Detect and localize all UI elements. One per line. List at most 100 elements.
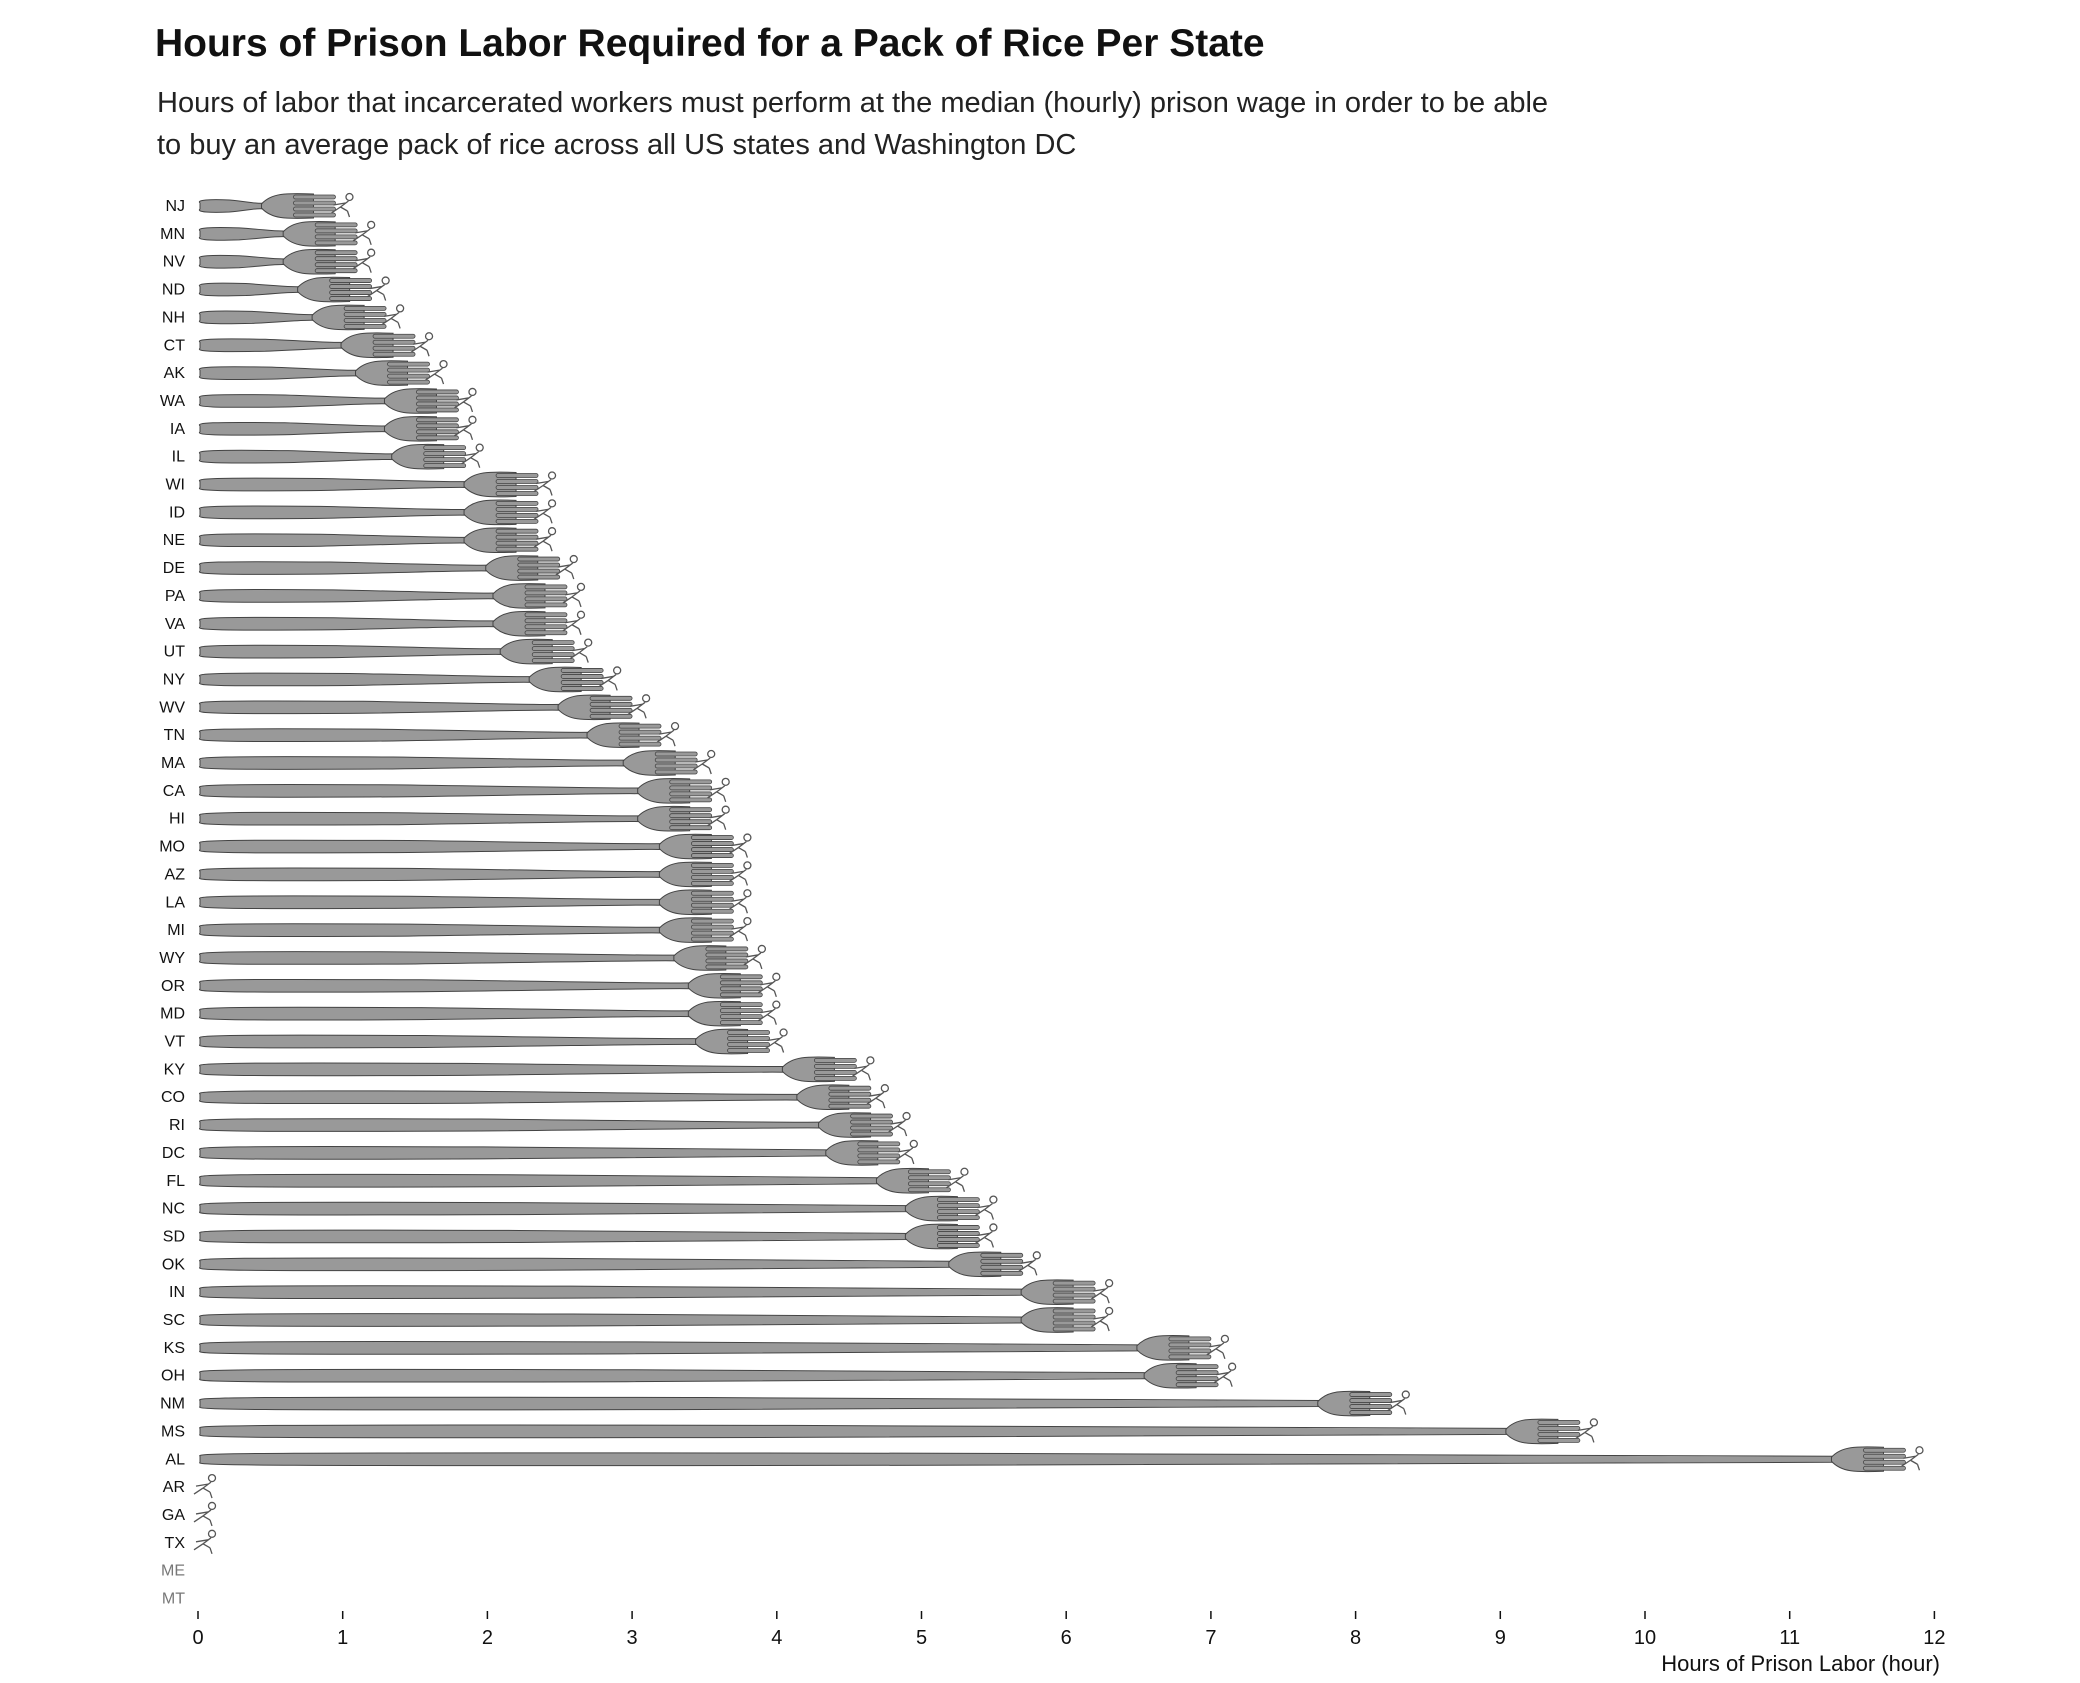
figure-icon <box>757 972 781 998</box>
y-label-il: IL <box>172 449 185 466</box>
y-label-pa: PA <box>165 588 185 605</box>
x-tick-label-4: 4 <box>771 1627 782 1649</box>
figure-icon <box>729 916 752 942</box>
fork-tine <box>1052 1326 1096 1332</box>
fork-tine <box>531 646 575 651</box>
fork-tine <box>936 1243 980 1248</box>
y-label-me: ME <box>161 1563 185 1580</box>
y-label-ok: OK <box>162 1256 185 1273</box>
fork-tine <box>495 485 539 490</box>
fork-tine <box>618 741 662 747</box>
fork-tine <box>690 896 734 902</box>
bar-ny <box>198 666 622 693</box>
fork-handle <box>198 756 628 770</box>
y-label-mn: MN <box>160 226 185 243</box>
fork-tine <box>1168 1348 1212 1354</box>
fork-head <box>355 360 409 387</box>
figure-icon <box>707 777 730 803</box>
figure-icon <box>1387 1390 1410 1415</box>
fork-tine <box>1863 1459 1906 1465</box>
fork-tine <box>857 1159 901 1165</box>
figure-icon <box>729 833 752 858</box>
fork-tine <box>908 1187 951 1193</box>
y-label-az: AZ <box>165 866 186 883</box>
fork-tine <box>813 1075 857 1081</box>
fork-tine <box>314 262 358 268</box>
figure-icon <box>533 499 557 524</box>
fork-tine <box>524 624 568 630</box>
fork-tine <box>531 640 575 645</box>
fork-tine <box>654 763 698 769</box>
figure-icon <box>975 1223 998 1248</box>
fork-tine <box>560 680 604 685</box>
fork-tine <box>314 234 358 240</box>
figure-icon <box>866 1084 890 1109</box>
fork-tine <box>495 534 539 540</box>
fork-tine <box>813 1057 857 1063</box>
fork-head <box>687 1000 741 1027</box>
fork-head <box>492 610 546 637</box>
y-label-va: VA <box>165 616 185 633</box>
bar-nc <box>199 1195 998 1222</box>
fork-tine <box>719 1008 763 1014</box>
fork-tine <box>705 952 749 958</box>
fork-tine <box>314 268 358 274</box>
figure-icon <box>1090 1306 1114 1332</box>
fork-tine <box>690 881 734 886</box>
fork-tine <box>690 869 734 874</box>
y-label-md: MD <box>160 1006 185 1023</box>
y-label-dc: DC <box>162 1145 185 1162</box>
fork-tine <box>524 602 568 608</box>
fork-tine <box>1052 1308 1096 1314</box>
fork-head <box>904 1195 958 1222</box>
fork-tine <box>857 1147 901 1153</box>
bar-in <box>199 1279 1114 1306</box>
fork-head <box>1317 1390 1371 1417</box>
fork-handle <box>199 978 693 993</box>
fork-tine <box>1052 1292 1096 1298</box>
bar-de <box>198 554 578 581</box>
fork-head <box>695 1028 749 1055</box>
y-label-or: OR <box>161 978 185 995</box>
x-axis-label: Hours of Prison Labor (hour) <box>1661 1651 1940 1676</box>
fork-head <box>658 833 712 860</box>
x-tick-label-3: 3 <box>627 1627 638 1649</box>
fork-handle <box>198 394 389 408</box>
y-label-ma: MA <box>161 755 185 772</box>
fork-handle <box>198 644 505 659</box>
fork-handle <box>199 1340 1142 1355</box>
fork-handle <box>199 1173 881 1188</box>
y-label-mt: MT <box>162 1591 185 1608</box>
bar-ms <box>199 1418 1599 1445</box>
fork-head <box>1020 1279 1074 1306</box>
figure-icon <box>895 1139 918 1165</box>
y-label-nv: NV <box>163 254 186 271</box>
fork-tine <box>293 194 336 200</box>
bar-ma <box>198 749 716 776</box>
fork-tine <box>589 695 633 701</box>
bar-mi <box>198 916 752 944</box>
y-label-ks: KS <box>164 1340 185 1357</box>
fork-head <box>383 388 437 414</box>
fork-tine <box>1537 1426 1581 1431</box>
bar-la <box>198 889 752 916</box>
fork-handle <box>198 254 288 269</box>
fork-handle <box>199 1201 910 1216</box>
fork-tine <box>314 250 358 256</box>
fork-head <box>637 777 691 804</box>
fork-tine <box>828 1103 872 1109</box>
y-label-tn: TN <box>164 727 185 744</box>
fork-tine <box>690 863 734 868</box>
fork-tine <box>690 936 734 942</box>
y-label-ct: CT <box>164 337 186 354</box>
fork-head <box>948 1251 1002 1278</box>
fork-handle <box>199 1006 693 1021</box>
bar-az <box>198 861 752 888</box>
y-label-ny: NY <box>163 671 186 688</box>
fork-tine <box>727 1042 770 1047</box>
fork-tine <box>719 992 763 998</box>
fork-tine <box>1175 1376 1219 1382</box>
fork-handle <box>198 589 498 603</box>
fork-tine <box>495 479 539 484</box>
